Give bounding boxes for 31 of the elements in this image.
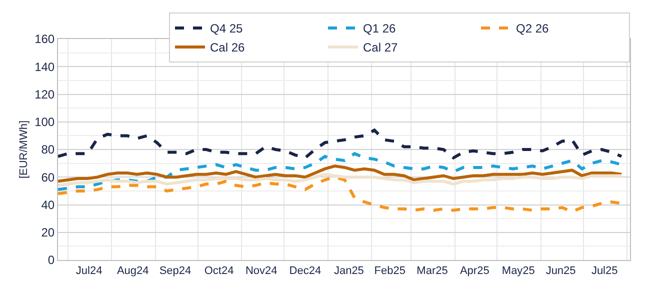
x-tick-label: Nov24 <box>245 265 278 278</box>
legend-label: Q2 26 <box>516 22 550 36</box>
y-tick-label: 140 <box>34 60 55 74</box>
y-tick-label: 160 <box>34 32 55 46</box>
y-tick-label: 40 <box>41 198 55 212</box>
x-tick-label: Jun25 <box>546 265 576 278</box>
x-tick-label: Mar25 <box>416 265 448 278</box>
y-axis-title: [EUR/MWh] <box>18 120 30 179</box>
x-tick-label: Apr25 <box>460 265 490 278</box>
y-tick-label: 120 <box>34 87 55 102</box>
y-tick-label: 100 <box>34 115 55 130</box>
x-tick-label: Dec24 <box>289 265 322 278</box>
x-tick-label: Jan25 <box>334 265 364 278</box>
x-tick-label: May25 <box>502 265 535 278</box>
x-tick-label: Sep24 <box>159 265 192 278</box>
y-tick-label: 0 <box>48 253 55 268</box>
x-tick-label: Feb25 <box>374 265 406 278</box>
x-tick-label: Oct24 <box>204 265 234 278</box>
x-tick-label: Jul24 <box>76 265 102 278</box>
line-series <box>58 164 624 183</box>
y-tick-label: 20 <box>41 226 55 240</box>
x-tick-label: Jul25 <box>591 265 618 278</box>
x-tick-label: Aug24 <box>116 265 149 278</box>
legend-label: Q4 25 <box>210 22 244 36</box>
y-tick-label: 60 <box>41 170 55 184</box>
legend-label: Cal 27 <box>363 40 398 55</box>
legend-label: Cal 26 <box>210 40 246 55</box>
line-series <box>58 172 624 187</box>
line-series <box>58 128 624 160</box>
legend-label: Q1 26 <box>363 22 396 36</box>
y-tick-label: 80 <box>41 142 55 157</box>
